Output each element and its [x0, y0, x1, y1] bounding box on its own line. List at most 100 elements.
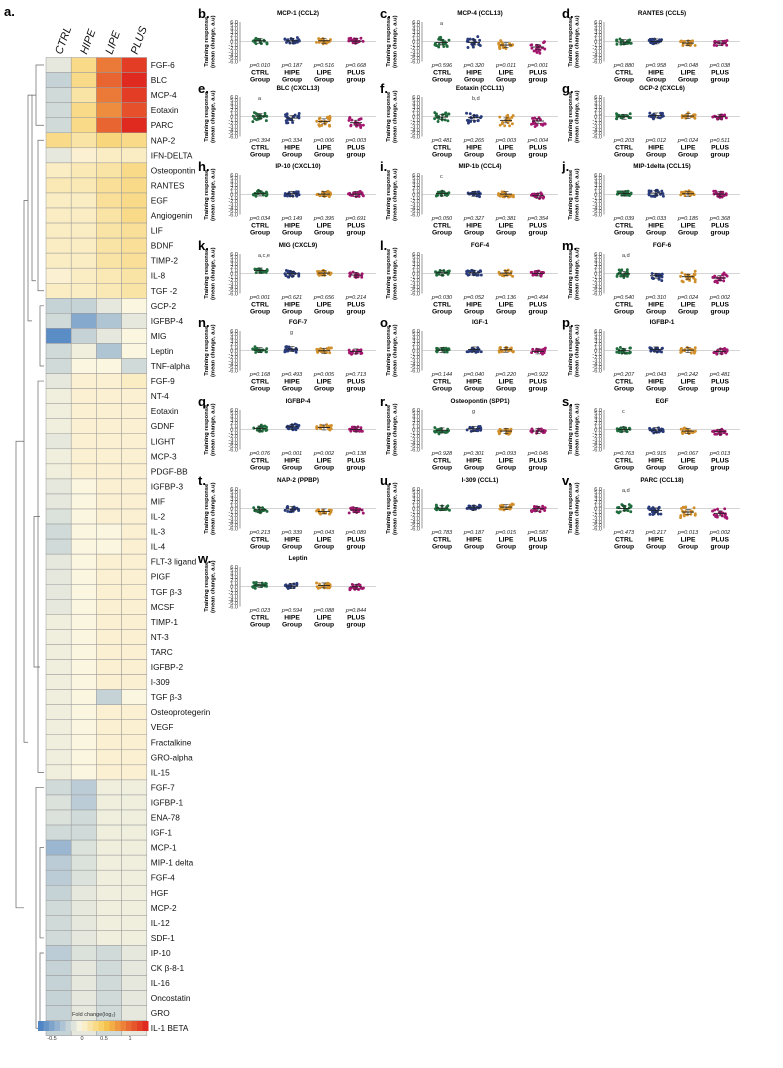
y-tick-label: 2.0	[594, 342, 602, 348]
y-tick-label: -2.0	[410, 278, 420, 284]
y-tick-label: -4.0	[410, 362, 420, 368]
group-label: group	[529, 230, 548, 237]
y-tick-label: -2.0	[410, 121, 420, 127]
y-tick-label: 6.0	[594, 20, 602, 26]
data-point	[679, 274, 683, 278]
data-point	[711, 115, 715, 119]
heatmap-cell	[121, 809, 148, 826]
data-point	[683, 513, 686, 517]
data-point	[478, 192, 482, 196]
y-tick-label: -4.0	[592, 128, 602, 134]
heatmap-cell	[45, 523, 72, 540]
data-point	[328, 116, 332, 120]
data-point	[469, 429, 473, 433]
data-point	[286, 194, 289, 198]
y-tick-label: -6.0	[228, 59, 238, 65]
heatmap-cell	[121, 358, 148, 374]
y-tick-label: 4.0	[230, 414, 238, 420]
data-point	[297, 114, 301, 118]
group-label: Group	[646, 465, 666, 472]
data-point	[534, 509, 538, 513]
heatmap-row-label: Osteoprotegerin	[151, 707, 211, 717]
group-label: Group	[250, 152, 270, 159]
heatmap-cell	[45, 704, 72, 720]
significance-letter: a	[440, 21, 444, 27]
data-point	[689, 351, 693, 355]
heatmap-cell	[121, 283, 148, 299]
data-point	[722, 279, 726, 283]
data-point	[361, 123, 365, 127]
y-tick-label: -3.0	[410, 359, 420, 365]
y-tick-label: -6.0	[228, 604, 238, 610]
heatmap-cell	[96, 794, 122, 811]
y-tick-label: 6.0	[594, 329, 602, 335]
y-tick-label: 0.0	[230, 40, 238, 46]
data-point	[318, 194, 322, 198]
data-point	[626, 189, 630, 193]
data-point	[692, 506, 696, 510]
group-label: Group	[678, 152, 698, 159]
y-tick-label: 0.0	[412, 193, 420, 199]
heatmap-row-label: Eotaxin	[151, 406, 179, 416]
p-value: p=0.213	[249, 530, 271, 536]
data-point	[627, 351, 631, 355]
panel-label: f.	[380, 81, 388, 96]
heatmap-row-label: LIGHT	[151, 436, 175, 446]
data-point	[328, 123, 331, 127]
y-tick-label: 2.0	[412, 342, 420, 348]
data-point	[716, 507, 719, 511]
data-point	[263, 424, 267, 428]
group-label: LIPE	[499, 70, 514, 77]
data-point	[329, 423, 333, 427]
group-label: HIPE	[466, 145, 482, 152]
group-label: CTRL	[251, 70, 269, 77]
heatmap-cell	[70, 493, 97, 510]
data-point	[347, 37, 351, 41]
y-tick-label: 5.0	[412, 490, 420, 496]
data-point	[347, 511, 351, 515]
data-point	[694, 429, 697, 433]
data-point	[435, 504, 438, 508]
heatmap-cell	[45, 328, 72, 344]
group-label: Group	[614, 544, 634, 551]
group-label: CTRL	[433, 458, 451, 465]
heatmap-cell	[70, 824, 97, 841]
data-point	[292, 586, 296, 589]
y-tick-label: 2.0	[594, 500, 602, 506]
data-point	[478, 38, 482, 42]
y-tick-label: -1.0	[228, 118, 238, 124]
heatmap-row-label: IFN-DELTA	[151, 150, 193, 160]
heatmap-cell	[45, 207, 72, 224]
data-point	[543, 47, 547, 51]
p-value: p=0.203	[613, 138, 635, 144]
y-axis-label: (mean change, a.u)	[211, 15, 217, 68]
group-label: Group	[314, 77, 334, 84]
chart-title: FGF-7	[289, 319, 308, 326]
heatmap-cell	[70, 207, 97, 224]
data-point	[683, 194, 687, 198]
heatmap-cell	[96, 719, 122, 736]
y-tick-label: 6.0	[230, 95, 238, 101]
y-tick-label: -2.0	[592, 278, 602, 284]
chart-panel: c. MCP-4 (CCL13) Training response (mean ch…	[380, 6, 558, 84]
heatmap-cell	[121, 237, 148, 254]
heatmap-cell	[70, 644, 97, 660]
heatmap-cell	[45, 508, 72, 525]
p-value: p=0.076	[249, 451, 271, 457]
data-point	[691, 39, 694, 43]
y-tick-label: -3.0	[228, 125, 238, 131]
chart-panel: s. EGF Training response (mean change, a.u)…	[562, 394, 740, 472]
heatmap-cell	[121, 764, 148, 781]
data-point	[693, 269, 697, 273]
heatmap-cell	[121, 869, 148, 886]
data-point	[683, 348, 687, 352]
heatmap-cell	[121, 704, 148, 720]
legend-tick: -0.5	[47, 1036, 56, 1042]
data-point	[500, 349, 504, 353]
p-value: p=0.043	[645, 372, 667, 378]
heatmap-cell	[45, 538, 72, 555]
data-point	[445, 350, 449, 354]
data-point	[502, 195, 506, 199]
data-point	[725, 515, 728, 519]
heatmap-row-label: IL-3	[151, 527, 166, 537]
